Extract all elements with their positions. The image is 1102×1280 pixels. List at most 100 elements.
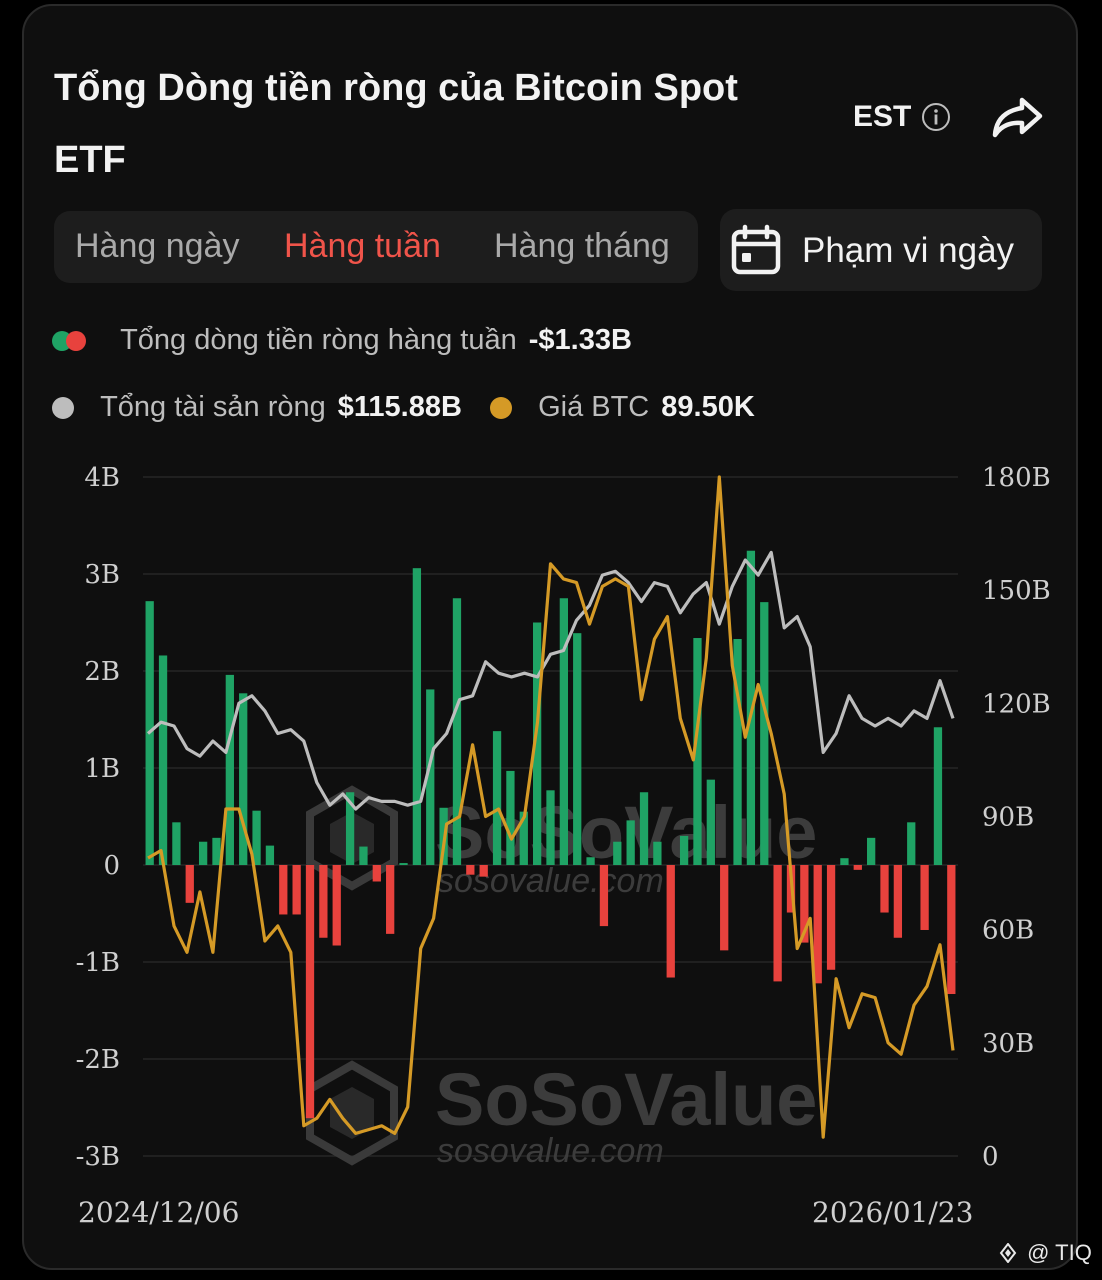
inflow-bar[interactable] bbox=[198, 841, 208, 865]
inflow-bar[interactable] bbox=[546, 790, 555, 865]
inflow-bar[interactable] bbox=[212, 837, 221, 865]
inflow-bar[interactable] bbox=[853, 865, 862, 870]
left-axis-tick: 3B bbox=[84, 560, 120, 590]
inflow-bar[interactable] bbox=[479, 865, 488, 877]
inflow-bar[interactable] bbox=[867, 837, 876, 865]
inflow-bar[interactable] bbox=[826, 865, 836, 970]
diamond-logo-icon bbox=[999, 1242, 1017, 1264]
total-assets-line bbox=[146, 550, 955, 811]
right-axis-tick: 90B bbox=[982, 803, 1034, 833]
inflow-bar[interactable] bbox=[506, 770, 515, 865]
inflow-bar[interactable] bbox=[907, 822, 916, 865]
inflow-bar[interactable] bbox=[720, 865, 729, 951]
left-axis-tick: -3B bbox=[76, 1142, 120, 1172]
inflow-bar[interactable] bbox=[426, 689, 435, 865]
tab-daily[interactable]: Hàng ngày bbox=[75, 227, 240, 265]
btc-legend-dot bbox=[490, 397, 512, 420]
inflow-bar[interactable] bbox=[586, 857, 595, 865]
right-axis-tick: 180B bbox=[982, 463, 1051, 493]
inflow-bar[interactable] bbox=[279, 865, 288, 915]
inflow-bar[interactable] bbox=[679, 835, 689, 865]
date-range-label: Phạm vi ngày bbox=[802, 231, 1015, 270]
left-axis-tick: 2B bbox=[84, 657, 120, 687]
watermark-site-top: sosovalue.com bbox=[437, 862, 664, 900]
inflow-bar[interactable] bbox=[412, 568, 422, 865]
inflow-bar[interactable] bbox=[265, 845, 275, 865]
inflow-bar[interactable] bbox=[613, 841, 622, 865]
tab-monthly[interactable]: Hàng tháng bbox=[494, 227, 670, 265]
inflow-bar[interactable] bbox=[399, 863, 408, 865]
inflow-legend-value: -$1.33B bbox=[528, 324, 632, 356]
chart-gridlines bbox=[143, 476, 958, 1157]
inflow-bar[interactable] bbox=[492, 731, 502, 865]
inflow-bar[interactable] bbox=[466, 865, 475, 875]
btc-legend-label: Giá BTC bbox=[538, 391, 650, 423]
inflow-bar[interactable] bbox=[158, 655, 168, 865]
inflow-bar[interactable] bbox=[653, 841, 662, 865]
inflow-bar[interactable] bbox=[626, 820, 635, 865]
inflow-bar[interactable] bbox=[639, 792, 649, 865]
page-title: Tổng Dòng tiền ròng của Bitcoin Spot ETF bbox=[54, 67, 738, 181]
inflow-bar[interactable] bbox=[693, 638, 702, 865]
date-range-button[interactable]: Phạm vi ngày bbox=[720, 209, 1042, 291]
inflow-bar[interactable] bbox=[519, 811, 528, 865]
left-axis-tick: 1B bbox=[84, 754, 120, 784]
tab-weekly[interactable]: Hàng tuần bbox=[284, 227, 441, 265]
inflow-bar[interactable] bbox=[706, 779, 715, 865]
left-axis-tick: 0 bbox=[103, 851, 120, 881]
source-tag-text: @ TIQ bbox=[1027, 1240, 1092, 1265]
inflow-bar[interactable] bbox=[386, 865, 395, 934]
inflow-bar[interactable] bbox=[800, 865, 809, 943]
inflow-bar[interactable] bbox=[332, 865, 341, 946]
timezone-label[interactable]: EST bbox=[853, 100, 912, 133]
btc-legend-value: 89.50K bbox=[661, 391, 755, 423]
assets-legend-label: Tổng tài sản ròng bbox=[100, 391, 326, 423]
inflow-bar[interactable] bbox=[239, 693, 248, 865]
inflow-bar[interactable] bbox=[599, 865, 609, 927]
left-axis-tick: -1B bbox=[76, 948, 120, 978]
inflow-bar[interactable] bbox=[893, 865, 903, 938]
legend-assets-btc: Tổng tài sản ròng $115.88B Giá BTC 89.50K bbox=[52, 391, 755, 424]
inflow-bar[interactable] bbox=[319, 865, 328, 938]
inflow-bar[interactable] bbox=[760, 602, 769, 865]
inflow-bar[interactable] bbox=[172, 822, 181, 865]
right-axis-tick: 120B bbox=[982, 689, 1051, 719]
info-icon[interactable] bbox=[921, 102, 951, 132]
inflow-bar[interactable] bbox=[773, 865, 782, 982]
axis-ticks: 4B 3B 2B 1B 0 -1B -2B -3B 180B 150B 120B 90B 60B 30B 0 bbox=[76, 463, 1051, 1172]
right-axis-tick: 0 bbox=[982, 1142, 999, 1172]
inflow-bar[interactable] bbox=[733, 638, 742, 865]
inflow-bar[interactable] bbox=[252, 810, 261, 865]
inflow-bar[interactable] bbox=[573, 633, 582, 865]
inflow-bar[interactable] bbox=[933, 727, 943, 865]
x-end-label: 2026/01/23 bbox=[812, 1196, 974, 1229]
x-start-label: 2024/12/06 bbox=[78, 1196, 240, 1229]
inflow-bar[interactable] bbox=[559, 598, 568, 865]
inflow-bar[interactable] bbox=[452, 598, 462, 865]
inflow-bar[interactable] bbox=[345, 792, 355, 865]
inflow-bar[interactable] bbox=[185, 865, 194, 903]
watermark-brand-bottom: SoSoValue bbox=[435, 1058, 817, 1141]
inflow-bar[interactable] bbox=[947, 865, 956, 995]
right-axis-tick: 150B bbox=[982, 576, 1051, 606]
inflow-bar[interactable] bbox=[840, 858, 849, 865]
source-tag: @ TIQ bbox=[995, 1240, 1092, 1266]
inflow-bar[interactable] bbox=[292, 865, 301, 915]
inflow-bar[interactable] bbox=[920, 865, 929, 930]
right-axis-tick: 30B bbox=[982, 1029, 1034, 1059]
chart-lines bbox=[146, 475, 955, 1139]
watermark-logo-bottom bbox=[306, 1060, 398, 1166]
inflow-bar[interactable] bbox=[359, 846, 368, 865]
inflow-bar[interactable] bbox=[305, 865, 315, 1119]
inflow-bar[interactable] bbox=[533, 622, 542, 866]
left-axis-tick: -2B bbox=[76, 1045, 120, 1075]
inflow-bar[interactable] bbox=[372, 865, 381, 882]
calendar-icon bbox=[731, 224, 781, 275]
share-icon[interactable] bbox=[990, 94, 1044, 140]
period-tabs: Hàng ngày Hàng tuần Hàng tháng bbox=[54, 211, 698, 283]
inflow-bar[interactable] bbox=[666, 865, 675, 978]
inflow-bar[interactable] bbox=[225, 674, 234, 865]
inflow-bar[interactable] bbox=[813, 865, 822, 984]
inflow-bar[interactable] bbox=[880, 865, 889, 913]
